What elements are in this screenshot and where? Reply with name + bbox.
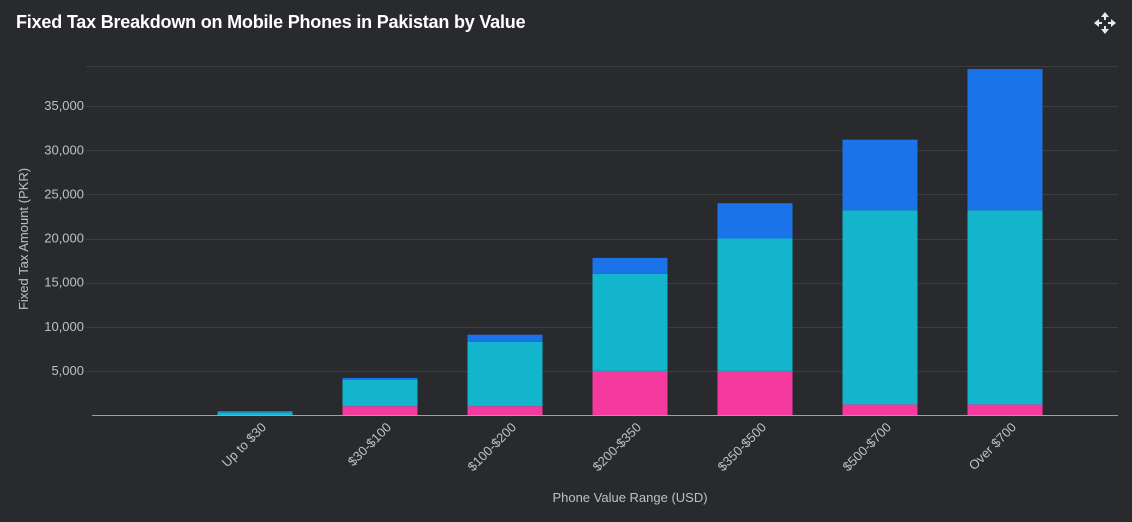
x-tick-label: $200-$350: [590, 420, 645, 475]
x-tick-label: $500-$700: [840, 420, 895, 475]
bar-segment[interactable]: [217, 411, 293, 413]
bar-segment[interactable]: [467, 334, 543, 342]
x-tick-label: Over $700: [966, 420, 1020, 474]
chart-title: Fixed Tax Breakdown on Mobile Phones in …: [16, 12, 526, 32]
bar-segment[interactable]: [592, 370, 668, 415]
bar-segment[interactable]: [717, 238, 793, 371]
bar-segment[interactable]: [842, 404, 918, 415]
bar-segment[interactable]: [217, 412, 293, 415]
bar-segment[interactable]: [342, 406, 418, 415]
y-axis-ticks: 5,000 10,000 15,000 20,000 25,000 30,000 35,00…: [44, 98, 84, 378]
y-tick-label: 10,000: [44, 319, 84, 334]
y-tick-label: 5,000: [51, 363, 84, 378]
x-tick-label: Up to $30: [219, 420, 269, 470]
bar-segment[interactable]: [592, 257, 668, 274]
y-tick-label: 20,000: [44, 231, 84, 246]
bar-segment[interactable]: [717, 203, 793, 239]
bar-segment[interactable]: [842, 139, 918, 211]
y-tick-label: 15,000: [44, 275, 84, 290]
bar-segment[interactable]: [717, 370, 793, 415]
bar-segment[interactable]: [967, 404, 1043, 415]
bar-stacks: [217, 69, 1043, 415]
x-axis-ticks: Up to $30 $30-$100 $100-$200 $200-$350 $350-…: [219, 420, 1019, 475]
bar-segment[interactable]: [967, 69, 1043, 211]
expand-button[interactable]: [1092, 10, 1118, 36]
bar-segment[interactable]: [467, 341, 543, 407]
bar-segment[interactable]: [967, 210, 1043, 405]
bar-segment[interactable]: [592, 273, 668, 371]
x-tick-label: $30-$100: [345, 420, 394, 469]
bar-segment[interactable]: [842, 210, 918, 405]
x-tick-label: $350-$500: [715, 420, 770, 475]
y-tick-label: 35,000: [44, 98, 84, 113]
y-axis-title: Fixed Tax Amount (PKR): [16, 168, 31, 310]
bar-segment[interactable]: [342, 379, 418, 407]
bar-segment[interactable]: [467, 406, 543, 415]
y-tick-label: 25,000: [44, 186, 84, 201]
bar-segment[interactable]: [342, 377, 418, 380]
fullscreen-arrows-icon: [1094, 12, 1116, 34]
x-tick-label: $100-$200: [465, 420, 520, 475]
x-axis-title: Phone Value Range (USD): [552, 490, 707, 505]
y-tick-label: 30,000: [44, 142, 84, 157]
